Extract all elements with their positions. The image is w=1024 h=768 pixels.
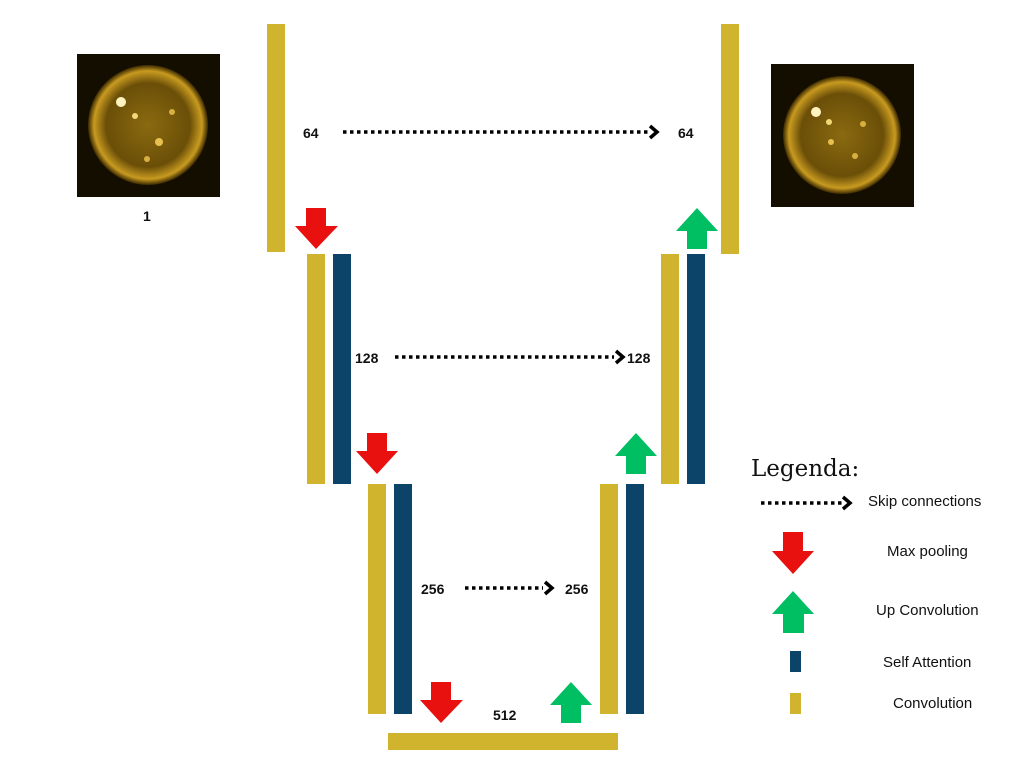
legend-maxpool-label: Max pooling: [887, 543, 968, 560]
up-convolution-arrow-2: [615, 433, 657, 474]
up-convolution-arrow-1: [676, 208, 718, 249]
encoder-2-conv-bar: [307, 254, 325, 484]
decoder-1-conv-bar: [721, 24, 739, 254]
dotted-arrow-icon: [761, 495, 853, 511]
legend-attention-label: Self Attention: [883, 654, 972, 671]
decoder-3-conv-bar: [600, 484, 618, 714]
legend-upconv-label: Up Convolution: [876, 602, 979, 619]
max-pooling-arrow-2: [356, 433, 398, 474]
level-3-left-label: 256: [421, 581, 445, 597]
max-pooling-arrow-1: [295, 208, 338, 249]
encoder-2-attention-bar: [333, 254, 351, 484]
level-2-left-label: 128: [355, 350, 379, 366]
input-channel-label: 1: [143, 208, 151, 224]
navy-bar-icon: [790, 651, 801, 672]
up-convolution-arrow-3: [550, 682, 592, 723]
skip-connection-3: [465, 580, 555, 596]
encoder-1-conv-bar: [267, 24, 285, 252]
red-down-arrow-icon: [772, 532, 814, 574]
encoder-3-attention-bar: [394, 484, 412, 714]
bottleneck-label: 512: [493, 707, 517, 723]
output-sun-image: [771, 64, 914, 207]
decoder-2-attention-bar: [687, 254, 705, 484]
encoder-3-conv-bar: [368, 484, 386, 714]
level-1-right-label: 64: [678, 125, 694, 141]
decoder-2-conv-bar: [661, 254, 679, 484]
skip-connection-1: [343, 124, 660, 140]
level-2-right-label: 128: [627, 350, 651, 366]
decoder-3-attention-bar: [626, 484, 644, 714]
max-pooling-arrow-3: [420, 682, 463, 723]
bottleneck-conv-bar: [388, 733, 618, 750]
green-up-arrow-icon: [772, 591, 814, 633]
legend-skip-label: Skip connections: [868, 493, 982, 510]
legend-convolution-label: Convolution: [893, 695, 973, 712]
level-3-right-label: 256: [565, 581, 589, 597]
input-sun-image: [77, 54, 220, 197]
legend-title: Legenda:: [751, 456, 860, 482]
level-1-left-label: 64: [303, 125, 319, 141]
skip-connection-2: [395, 349, 626, 365]
gold-bar-icon: [790, 693, 801, 714]
